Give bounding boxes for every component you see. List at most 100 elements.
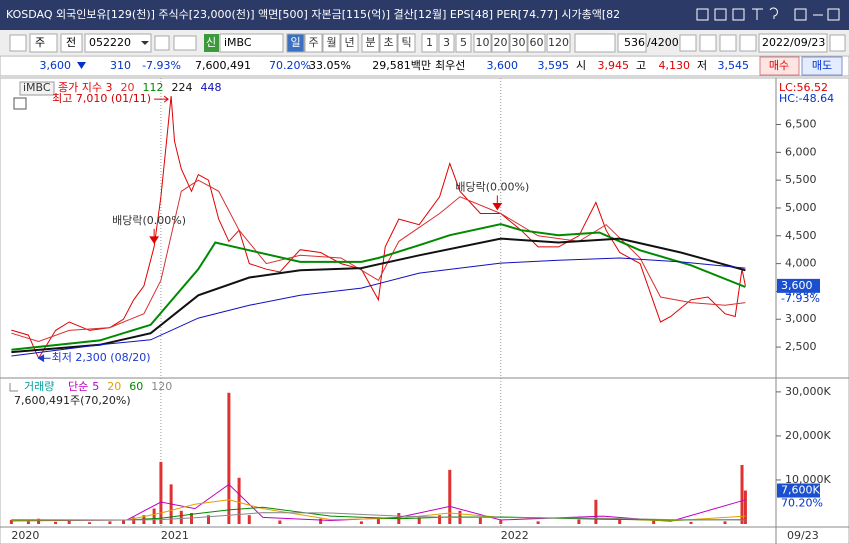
change: 310 (110, 59, 131, 72)
x-tick-label: 2021 (161, 529, 189, 542)
toolbar-button[interactable] (546, 33, 571, 53)
down-arrow (77, 62, 86, 69)
stock-name: iMBC (224, 36, 252, 49)
toolbar-button[interactable] (455, 33, 472, 53)
x-tick-label: 2020 (11, 529, 39, 542)
series-line (11, 257, 746, 357)
scope-button[interactable] (60, 33, 83, 53)
open: 3,945 (598, 59, 630, 72)
toolbar-button[interactable] (421, 33, 438, 53)
volume-bar (319, 518, 323, 524)
count-select[interactable] (574, 33, 616, 53)
code-input[interactable] (84, 33, 152, 53)
icon[interactable] (794, 8, 807, 21)
high: 4,130 (659, 59, 691, 72)
y-tick-label: 2,500 (785, 340, 817, 353)
y-tick-label: 20,000K (785, 429, 831, 442)
code: 052220 (89, 36, 131, 49)
toolbar-button[interactable] (491, 33, 510, 53)
toolbar-button[interactable] (304, 33, 323, 53)
legend-entry: 448 (200, 81, 221, 94)
volume-bar (652, 520, 656, 524)
y-tick-label: 4,500 (785, 229, 817, 242)
calendar-icon[interactable] (829, 34, 846, 52)
icon[interactable] (732, 8, 745, 21)
volume-bar (108, 521, 112, 524)
tool-icon[interactable] (739, 34, 757, 52)
market: 주 (35, 36, 45, 49)
hc-label: HC:-48.64 (779, 92, 834, 105)
annotation: 배당락(0.00%) (455, 181, 529, 194)
bid: 3,595 (538, 59, 570, 72)
toolbar-button-label: 월 (326, 36, 336, 49)
title: KOSDAQ 외국인보유[129(천)] 주식수[23,000(천)] 액면[5… (6, 7, 620, 21)
toolbar-button-label: 틱 (401, 36, 411, 49)
volume-bar (237, 477, 241, 524)
volume-bar (206, 515, 210, 524)
low: 3,545 (718, 59, 750, 72)
buy: 매수 (769, 59, 789, 72)
legend-entry: 5 (92, 380, 99, 393)
volume-bar (67, 520, 71, 524)
sell-button[interactable] (801, 56, 843, 76)
y-tick-label: 3,000 (785, 312, 817, 325)
toolbar-button[interactable] (361, 33, 380, 53)
tool-icon[interactable] (679, 34, 697, 52)
market-select[interactable] (29, 33, 58, 53)
y-tick-label: 4,000 (785, 257, 817, 270)
toolbar-button[interactable] (438, 33, 455, 53)
series-line (11, 506, 746, 521)
annotation: 배당락(0.00%) (112, 214, 186, 227)
volume-summary: 7,600,491주(70,20%) (14, 394, 131, 407)
best-label: 최우선 (435, 59, 465, 72)
search-icon[interactable] (154, 35, 170, 51)
toolbar-button[interactable] (397, 33, 416, 53)
dropdown[interactable] (141, 41, 149, 45)
high-label: 고 (636, 59, 646, 72)
toolbar-button[interactable] (286, 33, 305, 53)
name-box (219, 33, 284, 53)
toolbar-button[interactable] (527, 33, 546, 53)
turnover: 33.05% (309, 59, 351, 72)
toolbar-button[interactable] (473, 33, 492, 53)
menu-icon[interactable] (9, 34, 27, 52)
tool-icon[interactable] (719, 34, 737, 52)
count-box[interactable] (617, 33, 647, 53)
toolbar-button-label: 5 (460, 36, 467, 49)
icon[interactable] (752, 8, 763, 20)
volume-bar (132, 517, 136, 524)
icon[interactable] (696, 8, 709, 21)
volume-bar (618, 518, 622, 524)
volume-bar (499, 520, 503, 524)
toolbar-button-label: 일 (290, 35, 300, 49)
icon[interactable] (714, 8, 727, 21)
sell: 매도 (812, 59, 832, 72)
tool-icon[interactable] (699, 34, 717, 52)
date-box[interactable] (758, 33, 828, 53)
y-tick-label: 6,000 (785, 145, 817, 158)
toolbar-button-label: 20 (494, 36, 508, 49)
date: 2022/09/23 (762, 36, 825, 49)
buy-button[interactable] (759, 56, 800, 76)
table-icon[interactable] (13, 97, 27, 110)
volume-bar (438, 515, 442, 524)
open-label: 시 (576, 59, 586, 72)
sound-icon[interactable] (173, 35, 197, 51)
volume-bar (278, 520, 282, 524)
toolbar-button[interactable] (322, 33, 341, 53)
volume-bar (723, 521, 727, 524)
legend-entry: 종가 지수 3 (58, 81, 112, 94)
legend-entry: 224 (171, 81, 192, 94)
icon[interactable] (827, 8, 840, 21)
y-tick-label: 5,500 (785, 173, 817, 186)
volume-bar (54, 521, 58, 524)
volume-bar (417, 517, 421, 524)
icon[interactable] (769, 7, 778, 19)
x-tick-label: 2022 (501, 529, 529, 542)
toolbar-button[interactable] (379, 33, 398, 53)
toolbar-button-label: 60 (530, 36, 544, 49)
window-icons (696, 7, 840, 21)
toolbar-button[interactable] (340, 33, 359, 53)
toolbar-button[interactable] (509, 33, 528, 53)
